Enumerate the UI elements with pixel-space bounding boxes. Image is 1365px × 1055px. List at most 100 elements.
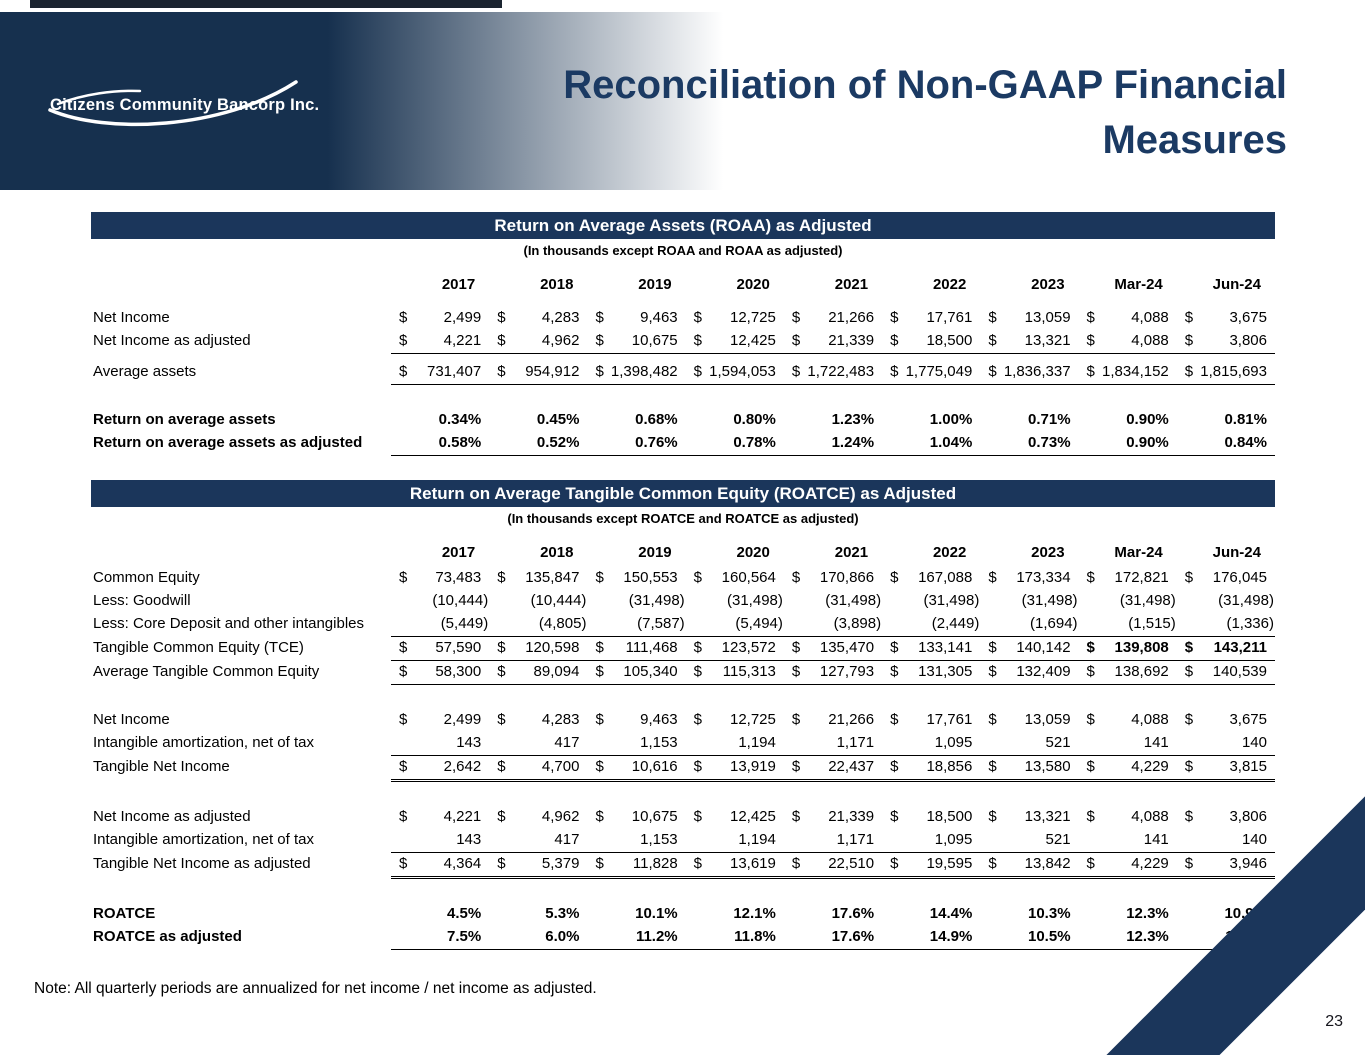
dollar-sign: $ <box>988 663 997 680</box>
value-cell: $4,962 <box>489 330 587 352</box>
cell-value: 2,499 <box>443 309 482 326</box>
roaa-table-section: Return on Average Assets (ROAA) as Adjus… <box>91 212 1275 456</box>
cell-value: 0.90% <box>1126 434 1169 451</box>
dollar-sign: $ <box>890 758 899 775</box>
dollar-sign: $ <box>1184 309 1194 326</box>
dollar-sign: $ <box>497 663 506 680</box>
cell-value: 18,500 <box>926 808 973 825</box>
value-cell: 1,153 <box>587 732 685 754</box>
value-cell: (10,444) <box>489 590 587 612</box>
value-cell: $1,815,693 <box>1177 361 1275 383</box>
cell-value: 0.45% <box>536 411 580 428</box>
row-label: Tangible Net Income as adjusted <box>93 855 311 872</box>
value-cell: $105,340 <box>587 661 685 683</box>
table-row: Tangible Net Income $2,642 $4,700 $10,616 $1… <box>91 756 1275 782</box>
value-cell: $3,806 <box>1177 806 1275 828</box>
dollar-sign: $ <box>1086 808 1095 825</box>
cell-value: 1,095 <box>934 734 973 751</box>
value-cell: $4,221 <box>391 806 489 828</box>
dollar-sign: $ <box>988 855 997 872</box>
cell-value: 150,553 <box>623 569 678 586</box>
table-row: Tangible Net Income as adjusted $4,364 $5,… <box>91 853 1275 879</box>
cell-value: 1,834,152 <box>1102 363 1169 380</box>
cell-value: 17.6% <box>831 905 875 922</box>
dollar-sign: $ <box>791 663 801 680</box>
dollar-sign: $ <box>1184 639 1194 656</box>
cell-value: 954,912 <box>525 363 580 380</box>
cell-value: 176,045 <box>1212 569 1267 586</box>
row-values: 0.58% 0.52% 0.76% 0.78% 1.24% 1.04% 0.73% 0.90%… <box>391 432 1275 456</box>
dollar-sign: $ <box>693 711 702 728</box>
roatce-table-section: Return on Average Tangible Common Equity… <box>91 480 1275 950</box>
dollar-sign: $ <box>595 363 604 380</box>
roatce-column-headers: 2017 2018 2019 2020 2021 2022 2023 Mar-24 Jun-24 <box>91 544 1275 561</box>
cell-value: 18,856 <box>926 758 973 775</box>
cell-value: 5,379 <box>541 855 580 872</box>
row-values: $57,590 $120,598 $111,468 $123,572 $135,470 $… <box>391 637 1275 661</box>
cell-value: 4,700 <box>541 758 580 775</box>
column-header: 2017 <box>441 276 476 293</box>
value-cell: $13,321 <box>980 330 1078 352</box>
dollar-sign: $ <box>497 569 506 586</box>
cell-value: 1,171 <box>836 734 875 751</box>
value-cell: 140 <box>1177 732 1275 754</box>
table-row: Return on average assets as adjusted 0.58… <box>91 432 1275 456</box>
cell-value: 10.5% <box>1028 928 1071 945</box>
cell-value: 0.90% <box>1126 411 1169 428</box>
value-cell: 12.3% <box>1079 903 1177 925</box>
value-cell: 0.90% <box>1079 432 1177 454</box>
dollar-sign: $ <box>890 569 899 586</box>
row-label: ROATCE as adjusted <box>93 928 242 945</box>
table-row: Average assets $731,407 $954,912 $1,398,482… <box>91 361 1275 385</box>
value-cell: 17.6% <box>784 903 882 925</box>
row-label: Net Income <box>93 309 170 326</box>
value-cell: 1,194 <box>686 732 784 754</box>
value-cell: 4.5% <box>391 903 489 925</box>
row-label: Less: Core Deposit and other intangibles <box>93 615 364 632</box>
cell-value: 13,059 <box>1024 309 1071 326</box>
column-header: Mar-24 <box>1114 544 1163 561</box>
table-row: Less: Core Deposit and other intangibles… <box>91 613 1275 637</box>
cell-value: 3,946 <box>1229 855 1267 872</box>
row-label: Net Income <box>93 711 170 728</box>
value-cell: $4,962 <box>489 806 587 828</box>
value-cell: $731,407 <box>391 361 489 383</box>
value-cell: $170,866 <box>784 567 882 589</box>
table-row: Less: Goodwill (10,444) (10,444) (31,498) (3… <box>91 590 1275 613</box>
dollar-sign: $ <box>595 639 604 656</box>
value-cell: 417 <box>489 732 587 754</box>
value-cell: (1,336) <box>1177 613 1275 635</box>
cell-value: 105,340 <box>623 663 678 680</box>
cell-value: (5,494) <box>735 615 783 632</box>
cell-value: 143,211 <box>1213 639 1267 656</box>
cell-value: 1.24% <box>831 434 875 451</box>
row-values: $4,221 $4,962 $10,675 $12,425 $21,339 $18,500… <box>391 806 1275 829</box>
dollar-sign: $ <box>1086 569 1095 586</box>
value-cell: $4,283 <box>489 307 587 329</box>
cell-value: 140,142 <box>1016 639 1071 656</box>
value-cell: (31,498) <box>784 590 882 612</box>
cell-value: 14.9% <box>929 928 973 945</box>
value-cell: 1,095 <box>882 732 980 754</box>
value-cell: $21,339 <box>784 330 882 352</box>
value-cell: 6.0% <box>489 926 587 948</box>
cell-value: 17,761 <box>926 711 973 728</box>
cell-value: 4,962 <box>541 808 580 825</box>
value-cell: 0.73% <box>980 432 1078 454</box>
value-cell: 1,194 <box>686 829 784 851</box>
cell-value: 1.04% <box>929 434 973 451</box>
value-cell: 10.3% <box>980 903 1078 925</box>
value-cell: 141 <box>1079 732 1177 754</box>
cell-value: (31,498) <box>923 592 980 609</box>
cell-value: 5.3% <box>545 905 580 922</box>
dollar-sign: $ <box>1086 332 1095 349</box>
dollar-sign: $ <box>890 332 899 349</box>
value-cell: $127,793 <box>784 661 882 683</box>
cell-value: 3,806 <box>1229 808 1267 825</box>
dollar-sign: $ <box>1086 309 1095 326</box>
dollar-sign: $ <box>791 363 801 380</box>
value-cell: $120,598 <box>489 637 587 659</box>
dollar-sign: $ <box>595 309 604 326</box>
row-label-spacer <box>91 276 391 293</box>
cell-value: (31,498) <box>1021 592 1078 609</box>
